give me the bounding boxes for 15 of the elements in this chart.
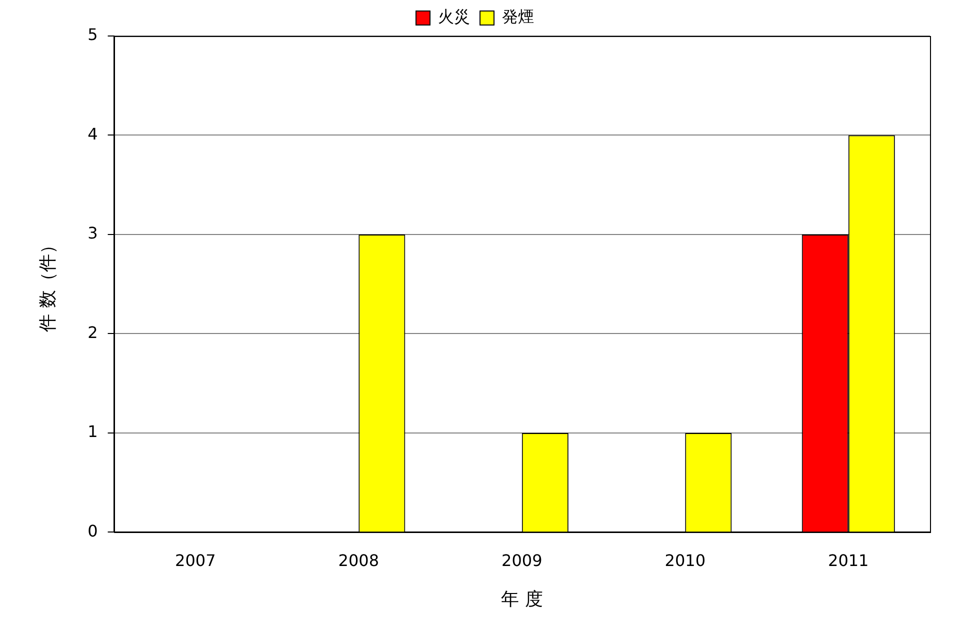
x-tick-label: 2007 bbox=[175, 550, 216, 570]
x-tick-label: 2009 bbox=[502, 550, 542, 570]
y-tick-label: 2 bbox=[88, 322, 98, 342]
y-tick-label: 0 bbox=[88, 521, 98, 540]
legend-label: 火災 bbox=[438, 7, 470, 26]
y-tick-label: 3 bbox=[88, 224, 98, 243]
y-tick-label: 5 bbox=[88, 25, 98, 44]
x-tick-label: 2008 bbox=[338, 550, 380, 570]
y-axis-title: 件 数（件） bbox=[37, 236, 58, 332]
x-tick-label: 2010 bbox=[664, 550, 706, 570]
x-axis-title: 年 度 bbox=[501, 588, 543, 610]
x-tick-label: 2011 bbox=[828, 550, 869, 570]
legend-label: 発煙 bbox=[502, 7, 534, 26]
y-tick-label: 4 bbox=[88, 124, 98, 144]
y-tick-label: 1 bbox=[88, 422, 98, 442]
